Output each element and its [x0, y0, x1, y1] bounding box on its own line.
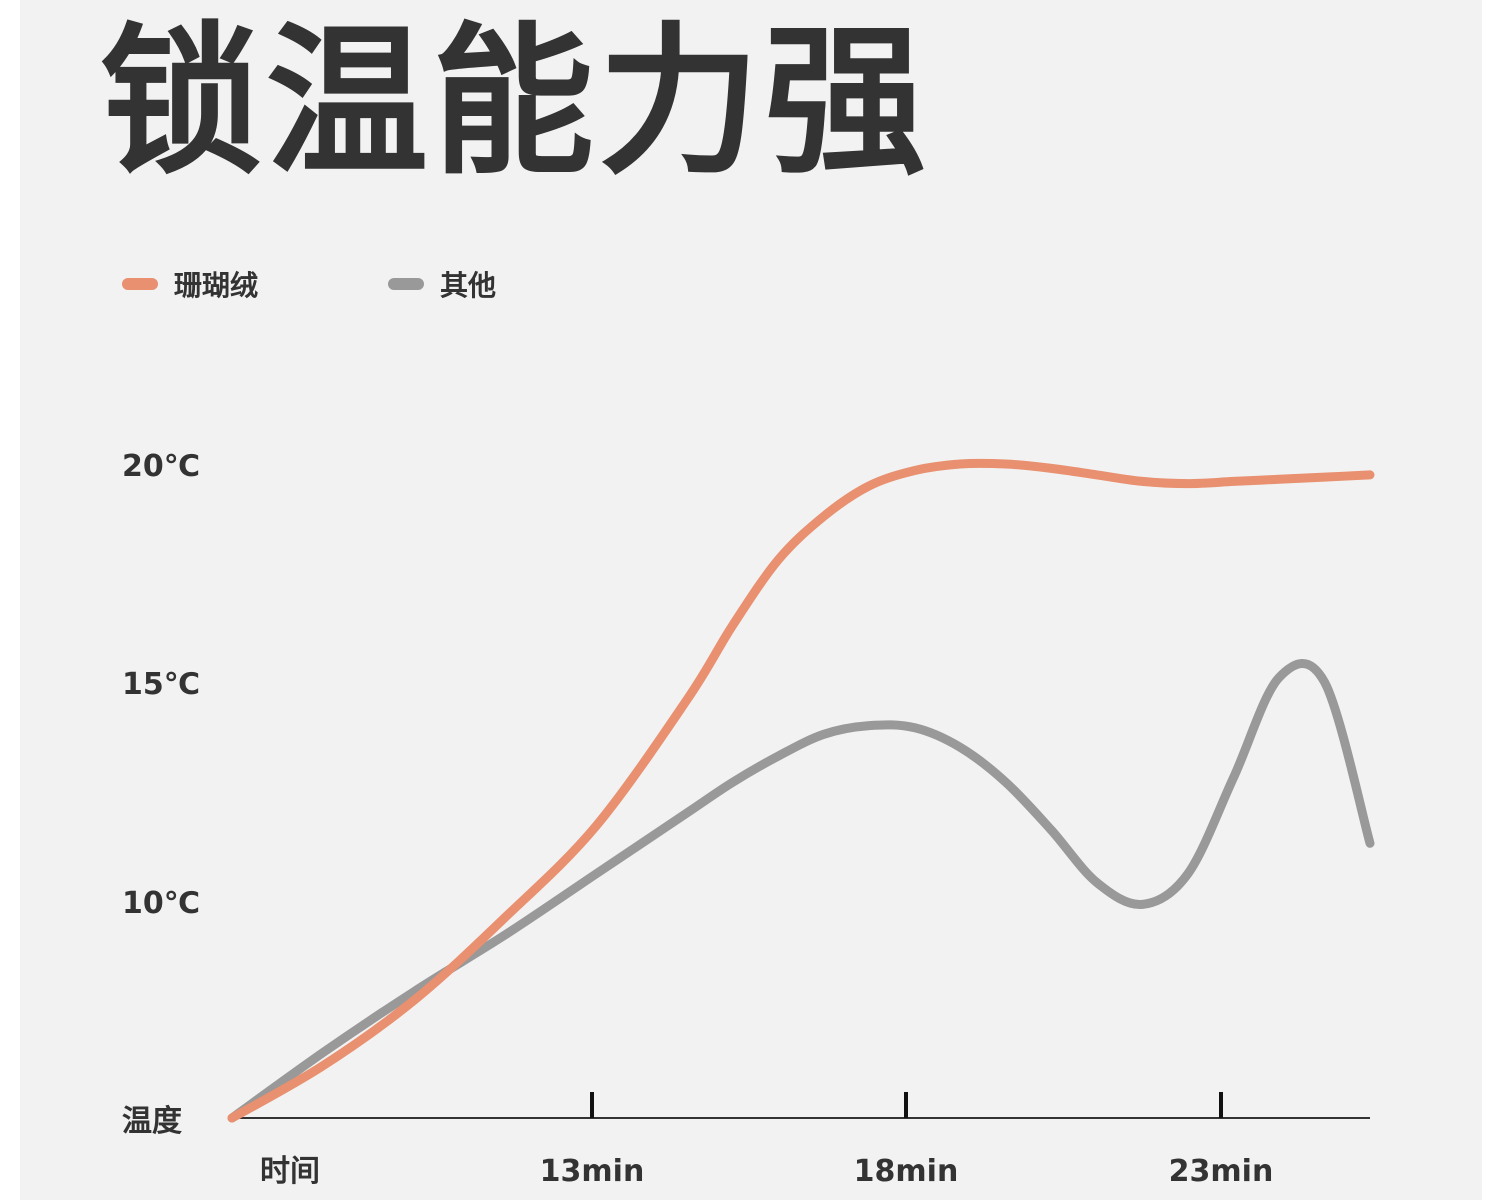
legend-label-other: 其他 — [440, 269, 497, 302]
chart-title: 锁温能力强 — [100, 9, 930, 197]
y-tick-label-10: 10℃ — [122, 886, 200, 921]
legend-item-other: 其他 — [388, 264, 496, 304]
legend-item-coral-fleece: 珊瑚绒 — [122, 264, 258, 304]
series-line-other — [227, 659, 1375, 1123]
legend-swatch-coral-fleece — [122, 278, 158, 290]
series-line-coral-fleece — [227, 458, 1375, 1123]
y-axis-label: 温度 — [122, 1104, 182, 1139]
x-tick-label-23min: 23min — [1169, 1154, 1274, 1189]
y-tick-label-15: 15℃ — [122, 667, 200, 702]
legend-label-coral-fleece: 珊瑚绒 — [174, 269, 259, 302]
y-tick-label-20: 20℃ — [122, 449, 200, 484]
x-axis-label: 时间 — [260, 1154, 320, 1189]
legend-swatch-other — [388, 278, 424, 290]
x-tick-label-18min: 18min — [854, 1154, 959, 1189]
x-tick-label-13min: 13min — [540, 1154, 645, 1189]
